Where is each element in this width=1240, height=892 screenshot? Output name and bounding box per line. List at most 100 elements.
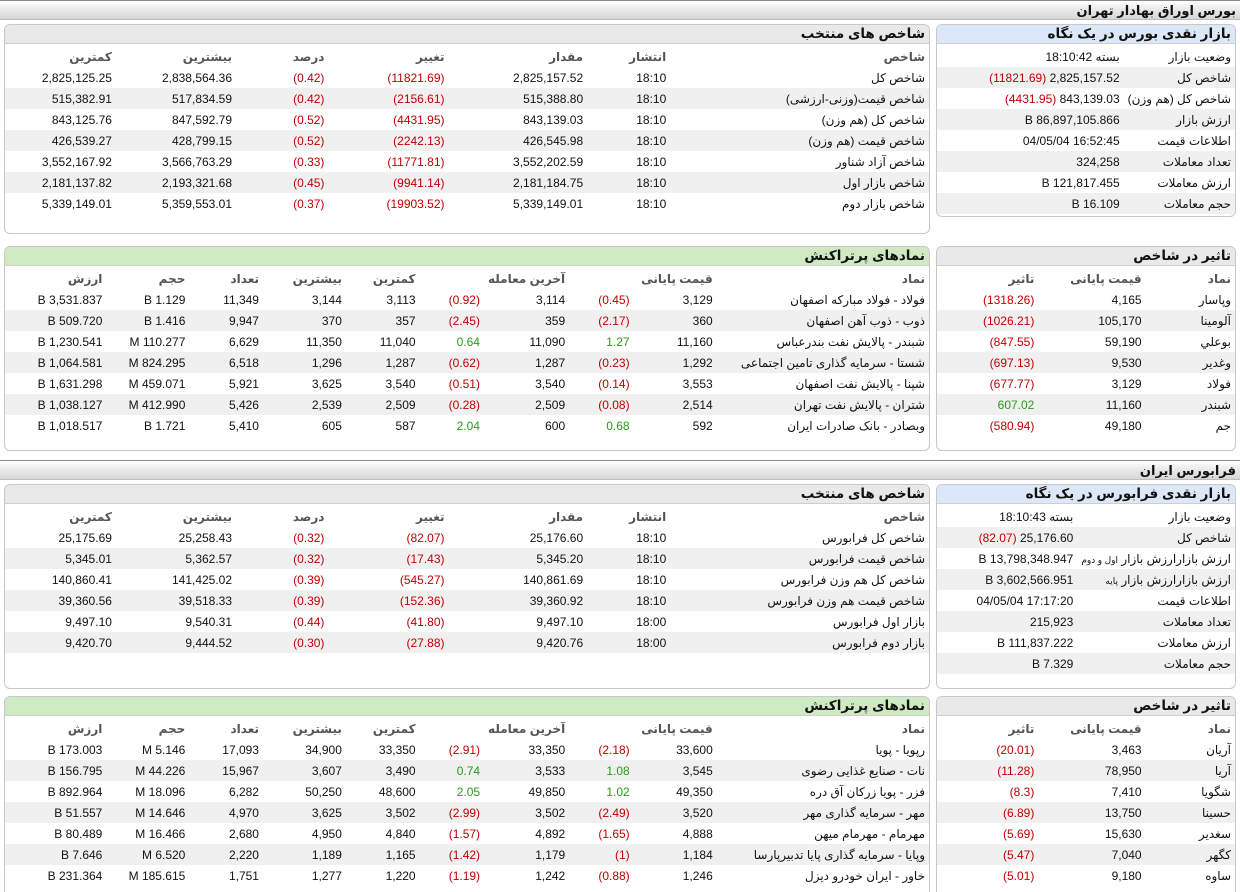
table-cell: 5,359,553.01	[161, 196, 233, 211]
table-cell: شاخص کل هم وزن فرابورس	[780, 572, 925, 587]
column-header: تعداد	[230, 721, 259, 736]
snapshot-label-sub: پایه	[1105, 575, 1118, 586]
table-cell: (5.01)	[1002, 868, 1035, 883]
table-cell: (0.32)	[236, 548, 329, 569]
table-row[interactable]: شستا - سرمایه گذاری تامین اجتماعی 1,292 (0…	[5, 352, 929, 373]
snapshot-label: تعداد معاملات	[1077, 611, 1235, 632]
column-header: قیمت پایانی	[1070, 271, 1142, 286]
table-row[interactable]: بازار اول فرابورس 18:00 9,497.10 (41.80) (0.…	[5, 611, 929, 632]
table-row[interactable]: نات - صنایع غذایی رضوی 3,545 1.08 3,533 0.74…	[5, 760, 929, 781]
table-cell: (1)	[569, 844, 634, 865]
table-row[interactable]: شاخص کل فرابورس 18:10 25,176.60 (82.07) (0.3…	[5, 527, 929, 548]
table-row[interactable]: شگویا 7,410 (8.3)	[937, 781, 1235, 802]
table-row[interactable]: وپاسار 4,165 (1318.26)	[937, 289, 1235, 310]
table-row[interactable]: شاخص قیمت هم وزن فرابورس 18:10 39,360.92 (1…	[5, 590, 929, 611]
table-cell: 78,950	[1038, 760, 1146, 781]
table-cell: 3,545	[633, 760, 717, 781]
table-row[interactable]: وپایا - سرمایه گذاری پایا تدبیرپارسا 1,18…	[5, 844, 929, 865]
table-row[interactable]: فولاد - فولاد مبارکه اصفهان 3,129 (0.45) 3,…	[5, 289, 929, 310]
table-cell: (0.45)	[598, 292, 630, 307]
table-row[interactable]: شاخص قیمت فرابورس 18:10 5,345.20 (17.43) (0.…	[5, 548, 929, 569]
table-cell: 3,552,202.59	[513, 154, 584, 169]
table-row[interactable]: آریا 78,950 (11.28)	[937, 760, 1235, 781]
table-cell: 18:10	[587, 130, 671, 151]
table-row[interactable]: فولاد 3,129 (677.77)	[937, 373, 1235, 394]
table-cell: 1.129 B	[143, 292, 186, 307]
table-row[interactable]: بازار دوم فرابورس 18:00 9,420.76 (27.88) (0.…	[5, 632, 929, 653]
table-cell: 9,530	[1038, 352, 1146, 373]
table-row[interactable]: شاخص کل (هم وزن) 18:10 843,139.03 (4431.95)…	[5, 109, 929, 130]
snapshot-row: وضعیت بازار بسته 18:10:43	[937, 506, 1235, 527]
table-row[interactable]: خاور - ایران خودرو دیزل 1,246 (0.88) 1,242 (…	[5, 865, 929, 886]
table-row[interactable]: آریان 3,463 (20.01)	[937, 739, 1235, 760]
table-row[interactable]: رپویا - پویا 33,600 (2.18) 33,350 (2.91) 33,3…	[5, 739, 929, 760]
table-cell: بوعلي	[1200, 334, 1231, 349]
table-row[interactable]: شاخص بازار اول 18:10 2,181,184.75 (9941.14)…	[5, 172, 929, 193]
table-cell: 3,533	[484, 760, 570, 781]
table-row[interactable]: شبندر 11,160 607.02	[937, 394, 1235, 415]
table-cell: 110.277 M	[129, 334, 186, 349]
table-cell: (0.23)	[569, 352, 634, 373]
table-cell: 7,040	[1038, 844, 1146, 865]
table-row[interactable]: کگهر 7,040 (5.47)	[937, 844, 1235, 865]
column-header: شاخص	[883, 509, 925, 524]
table-cell: 426,539.27	[5, 130, 116, 151]
table-row[interactable]: بوعلي 59,190 (847.55)	[937, 331, 1235, 352]
table-row[interactable]: فزر - پویا زرکان آق دره 49,350 1.02 49,850 2…	[5, 781, 929, 802]
tehran-impact-panel: تاثیر در شاخص نماد قیمت پایانی تاثیر وپاسار…	[936, 246, 1236, 451]
table-cell: 25,258.43	[178, 530, 233, 545]
table-row[interactable]: شاخص آزاد شناور 18:10 3,552,202.59 (11771.8…	[5, 151, 929, 172]
snapshot-value: 7.329 B	[937, 653, 1078, 674]
table-cell: (41.80)	[406, 614, 445, 629]
table-cell: 3,625	[311, 376, 342, 391]
table-row[interactable]: سغدیر 15,630 (5.69)	[937, 823, 1235, 844]
table-row[interactable]: حسینا 13,750 (6.89)	[937, 802, 1235, 823]
farabourse-section-header: فرابورس ایران	[0, 460, 1240, 480]
table-row[interactable]: مهرمام - مهرمام میهن 4,888 (1.65) 4,892 (1.5…	[5, 823, 929, 844]
table-cell: 185.615 M	[128, 868, 186, 883]
table-cell: شاخص کل (هم وزن)	[821, 112, 925, 127]
table-row[interactable]: شاخص کل هم وزن فرابورس 18:10 140,861.69 (54…	[5, 569, 929, 590]
table-cell: (82.07)	[406, 530, 445, 545]
table-row[interactable]: وبصادر - بانک صادرات ایران 592 0.68 600 2.04…	[5, 415, 929, 436]
snapshot-row: اطلاعات قیمت 16:52:45 04/05/04	[937, 130, 1235, 151]
table-cell: 509.720 B	[5, 310, 107, 331]
table-cell: 11,160	[1038, 394, 1146, 415]
table-row[interactable]: شاخص قیمت(وزنی-ارزشی) 18:10 515,388.80 (215…	[5, 88, 929, 109]
farabourse-impact-panel: تاثیر در شاخص نماد قیمت پایانی تاثیر آریان 3…	[936, 696, 1236, 892]
table-cell: 51.557 B	[5, 802, 107, 823]
table-cell: (0.30)	[236, 632, 329, 653]
table-cell: وبصادر - بانک صادرات ایران	[787, 418, 925, 433]
table-cell: 34,900	[305, 742, 342, 757]
table-cell: (2156.61)	[328, 88, 449, 109]
table-cell: 18.096 M	[135, 784, 186, 799]
snapshot-value-text: 7.329 B	[1031, 656, 1074, 671]
column-header: تغییر	[415, 49, 445, 64]
table-cell: آریان	[1206, 742, 1231, 757]
table-cell: 25,175.69	[58, 530, 112, 545]
table-cell: ذوب - ذوب آهن اصفهان	[716, 310, 929, 331]
table-row[interactable]: ساوه 9,180 (5.01)	[937, 865, 1235, 886]
table-row[interactable]: مهر - سرمایه گذاری مهر 3,520 (2.49) 3,502 (2…	[5, 802, 929, 823]
table-cell: (0.14)	[598, 376, 630, 391]
table-cell: 50,250	[305, 784, 342, 799]
table-row[interactable]: آلومینا 105,170 (1026.21)	[937, 310, 1235, 331]
snapshot-label: شاخص کل	[1077, 527, 1235, 548]
table-row[interactable]: ذوب - ذوب آهن اصفهان 360 (2.17) 359 (2.45) 35…	[5, 310, 929, 331]
table-cell: نات - صنایع غذایی رضوی	[716, 760, 929, 781]
table-cell: 426,545.98	[448, 130, 588, 151]
table-row[interactable]: شبندر - پالایش نفت بندرعباس 11,160 1.27 11,…	[5, 331, 929, 352]
table-cell: (697.13)	[937, 352, 1039, 373]
table-cell: (5.47)	[937, 844, 1039, 865]
snapshot-value: 111,837.222 B	[937, 632, 1077, 653]
table-row[interactable]: شاخص کل 18:10 2,825,157.52 (11821.69) (0.42)…	[5, 67, 929, 88]
table-row[interactable]: شتران - پالایش نفت تهران 2,514 (0.08) 2,509…	[5, 394, 929, 415]
table-row[interactable]: جم 49,180 (580.94)	[937, 415, 1235, 436]
snapshot-value-text: 25,176.60	[1019, 530, 1074, 545]
table-cell: 18:10	[636, 572, 667, 587]
tehran-impact-table: نماد قیمت پایانی تاثیر وپاسار 4,165 (1318.26)…	[937, 268, 1235, 436]
table-row[interactable]: شپنا - پالایش نفت اصفهان 3,553 (0.14) 3,540…	[5, 373, 929, 394]
table-row[interactable]: شاخص بازار دوم 18:10 5,339,149.01 (19903.52…	[5, 193, 929, 214]
table-row[interactable]: شاخص قیمت (هم وزن) 18:10 426,545.98 (2242.1…	[5, 130, 929, 151]
table-row[interactable]: وغدیر 9,530 (697.13)	[937, 352, 1235, 373]
